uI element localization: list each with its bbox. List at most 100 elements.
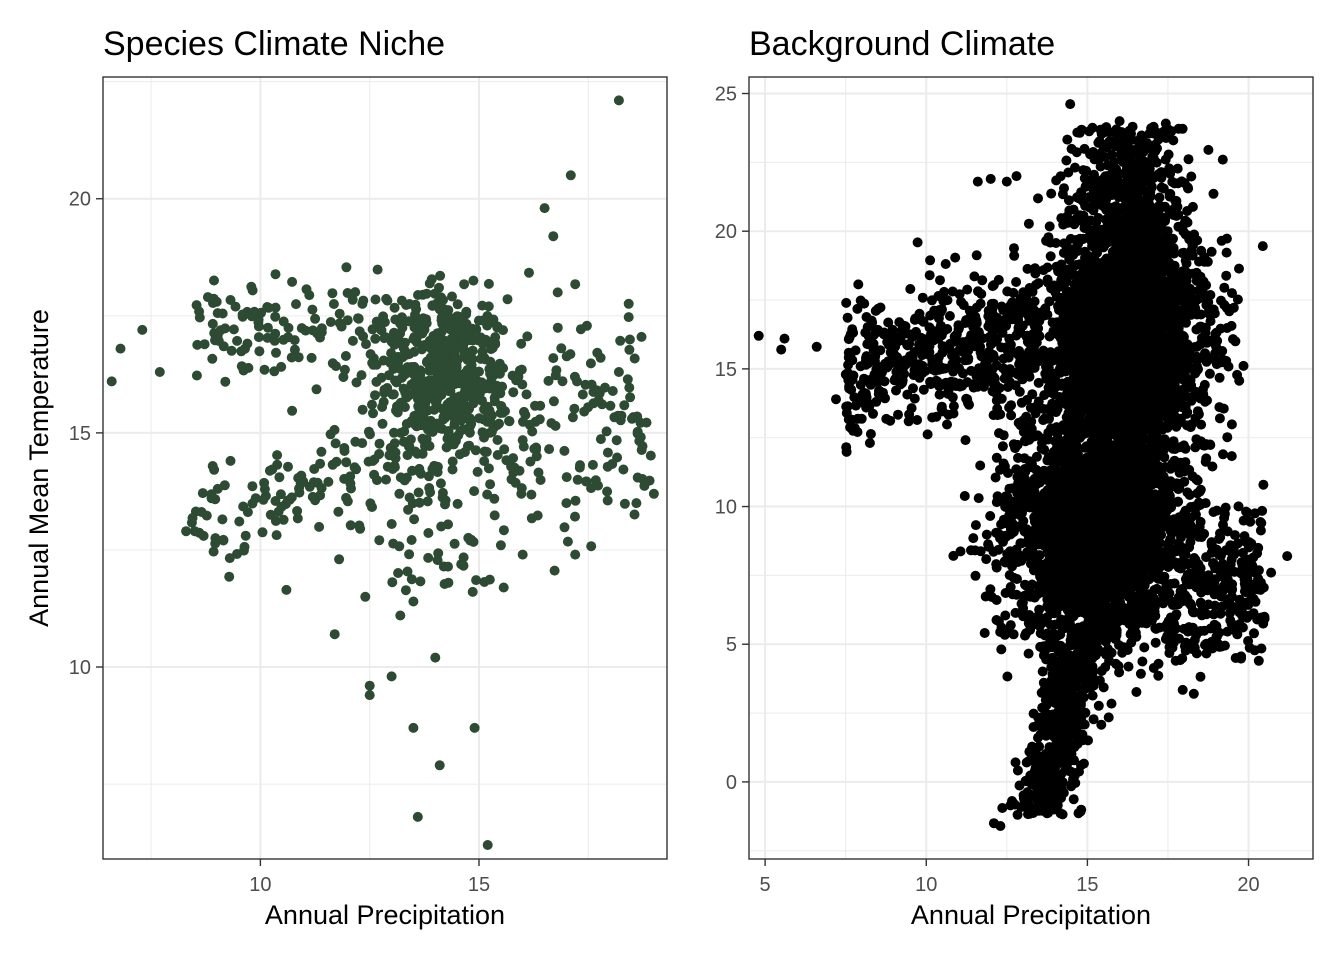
species-niche-point bbox=[623, 298, 634, 309]
background-climate-point bbox=[1018, 603, 1029, 614]
species-niche-point bbox=[551, 365, 562, 376]
species-niche-point bbox=[431, 394, 442, 405]
species-niche-point bbox=[253, 332, 264, 343]
species-niche-point bbox=[409, 514, 420, 525]
species-niche-point bbox=[593, 395, 604, 406]
background-climate-point bbox=[1173, 496, 1184, 507]
species-niche-point bbox=[471, 575, 482, 586]
species-niche-point bbox=[287, 405, 298, 416]
species-niche-point bbox=[468, 275, 479, 286]
species-niche-point bbox=[311, 384, 322, 395]
species-niche-point bbox=[477, 427, 488, 438]
background-climate-point bbox=[1050, 604, 1061, 615]
species-niche-point bbox=[514, 465, 525, 476]
background-climate-point bbox=[1111, 630, 1122, 641]
background-climate-point bbox=[1002, 671, 1013, 682]
species-niche-point bbox=[456, 333, 467, 343]
species-niche-point bbox=[407, 465, 418, 476]
background-climate-point bbox=[995, 464, 1005, 475]
species-niche-point bbox=[477, 395, 487, 406]
species-niche-point bbox=[498, 582, 509, 593]
species-niche-point bbox=[393, 568, 404, 578]
species-niche-point bbox=[543, 375, 554, 386]
species-niche-point bbox=[498, 525, 509, 536]
species-niche-point bbox=[339, 443, 350, 453]
species-niche-point bbox=[494, 418, 504, 429]
background-climate-point bbox=[1180, 443, 1191, 454]
species-niche-point bbox=[356, 370, 367, 381]
background-climate-point bbox=[1099, 484, 1110, 495]
species-niche-point bbox=[629, 353, 640, 364]
species-niche-point bbox=[427, 300, 438, 311]
species-niche-point bbox=[365, 498, 376, 509]
species-niche-point bbox=[587, 459, 598, 470]
species-niche-point bbox=[307, 491, 318, 502]
species-niche-point bbox=[347, 294, 358, 305]
species-niche-point bbox=[499, 444, 510, 455]
species-niche-point bbox=[408, 596, 419, 607]
background-climate-point bbox=[1179, 476, 1190, 487]
background-climate-point bbox=[1184, 490, 1195, 500]
species-niche-point bbox=[548, 231, 559, 242]
background-climate-point bbox=[1099, 473, 1109, 484]
background-climate-point bbox=[1055, 500, 1066, 511]
species-niche-point bbox=[481, 446, 492, 457]
species-niche-point bbox=[211, 296, 222, 307]
species-niche-point bbox=[394, 488, 405, 499]
species-niche-point bbox=[532, 510, 543, 521]
background-climate-point bbox=[1133, 557, 1144, 568]
species-niche-point bbox=[198, 530, 209, 541]
species-niche-point bbox=[432, 555, 443, 566]
background-climate-point bbox=[1019, 590, 1030, 601]
species-niche-point bbox=[570, 495, 581, 506]
species-niche-point bbox=[466, 328, 477, 339]
species-niche-point bbox=[413, 487, 424, 498]
background-climate-point bbox=[1177, 684, 1188, 695]
species-niche-point bbox=[447, 464, 458, 475]
species-niche-point bbox=[217, 308, 228, 319]
background-climate-point bbox=[1046, 565, 1057, 576]
species-niche-x-axis-title: Annual Precipitation bbox=[265, 900, 505, 930]
species-niche-point bbox=[263, 302, 274, 313]
background-climate-point bbox=[1083, 596, 1094, 607]
background-climate-point bbox=[1177, 513, 1188, 524]
species-niche-point bbox=[615, 335, 626, 346]
species-niche-point bbox=[443, 519, 453, 530]
background-climate-point bbox=[1004, 483, 1015, 494]
species-niche-x-tick-label: 10 bbox=[249, 874, 271, 896]
background-climate-point bbox=[1050, 460, 1061, 471]
species-niche-point bbox=[462, 381, 473, 392]
species-niche-point bbox=[340, 351, 351, 361]
background-climate-point bbox=[1076, 573, 1087, 584]
background-climate-point bbox=[1230, 336, 1241, 347]
background-climate-point bbox=[1104, 568, 1115, 579]
species-niche-point bbox=[465, 420, 476, 431]
background-climate-point bbox=[1151, 583, 1162, 594]
species-niche-point bbox=[548, 396, 559, 407]
background-climate-point bbox=[1137, 470, 1148, 480]
species-niche-point bbox=[561, 472, 572, 483]
species-niche-point bbox=[199, 339, 210, 350]
species-niche-point bbox=[402, 566, 413, 577]
species-niche-point bbox=[389, 339, 400, 350]
background-climate-point bbox=[1081, 609, 1092, 620]
species-niche-point bbox=[207, 318, 218, 329]
background-climate-point bbox=[1087, 559, 1098, 569]
species-niche-point bbox=[374, 535, 385, 546]
species-niche-point bbox=[607, 459, 618, 469]
species-niche-point bbox=[488, 384, 499, 394]
background-climate-point bbox=[1139, 642, 1150, 653]
background-climate-point bbox=[985, 511, 996, 521]
species-niche-point bbox=[357, 404, 368, 415]
species-niche-point bbox=[289, 335, 300, 346]
species-niche-point bbox=[423, 386, 434, 396]
species-niche-point bbox=[516, 338, 527, 349]
species-niche-point bbox=[286, 352, 297, 363]
species-niche-point bbox=[257, 527, 268, 538]
species-niche-point bbox=[413, 290, 423, 300]
background-climate-point bbox=[1128, 542, 1139, 552]
species-niche-point bbox=[486, 373, 497, 383]
background-climate-point bbox=[1151, 623, 1162, 634]
